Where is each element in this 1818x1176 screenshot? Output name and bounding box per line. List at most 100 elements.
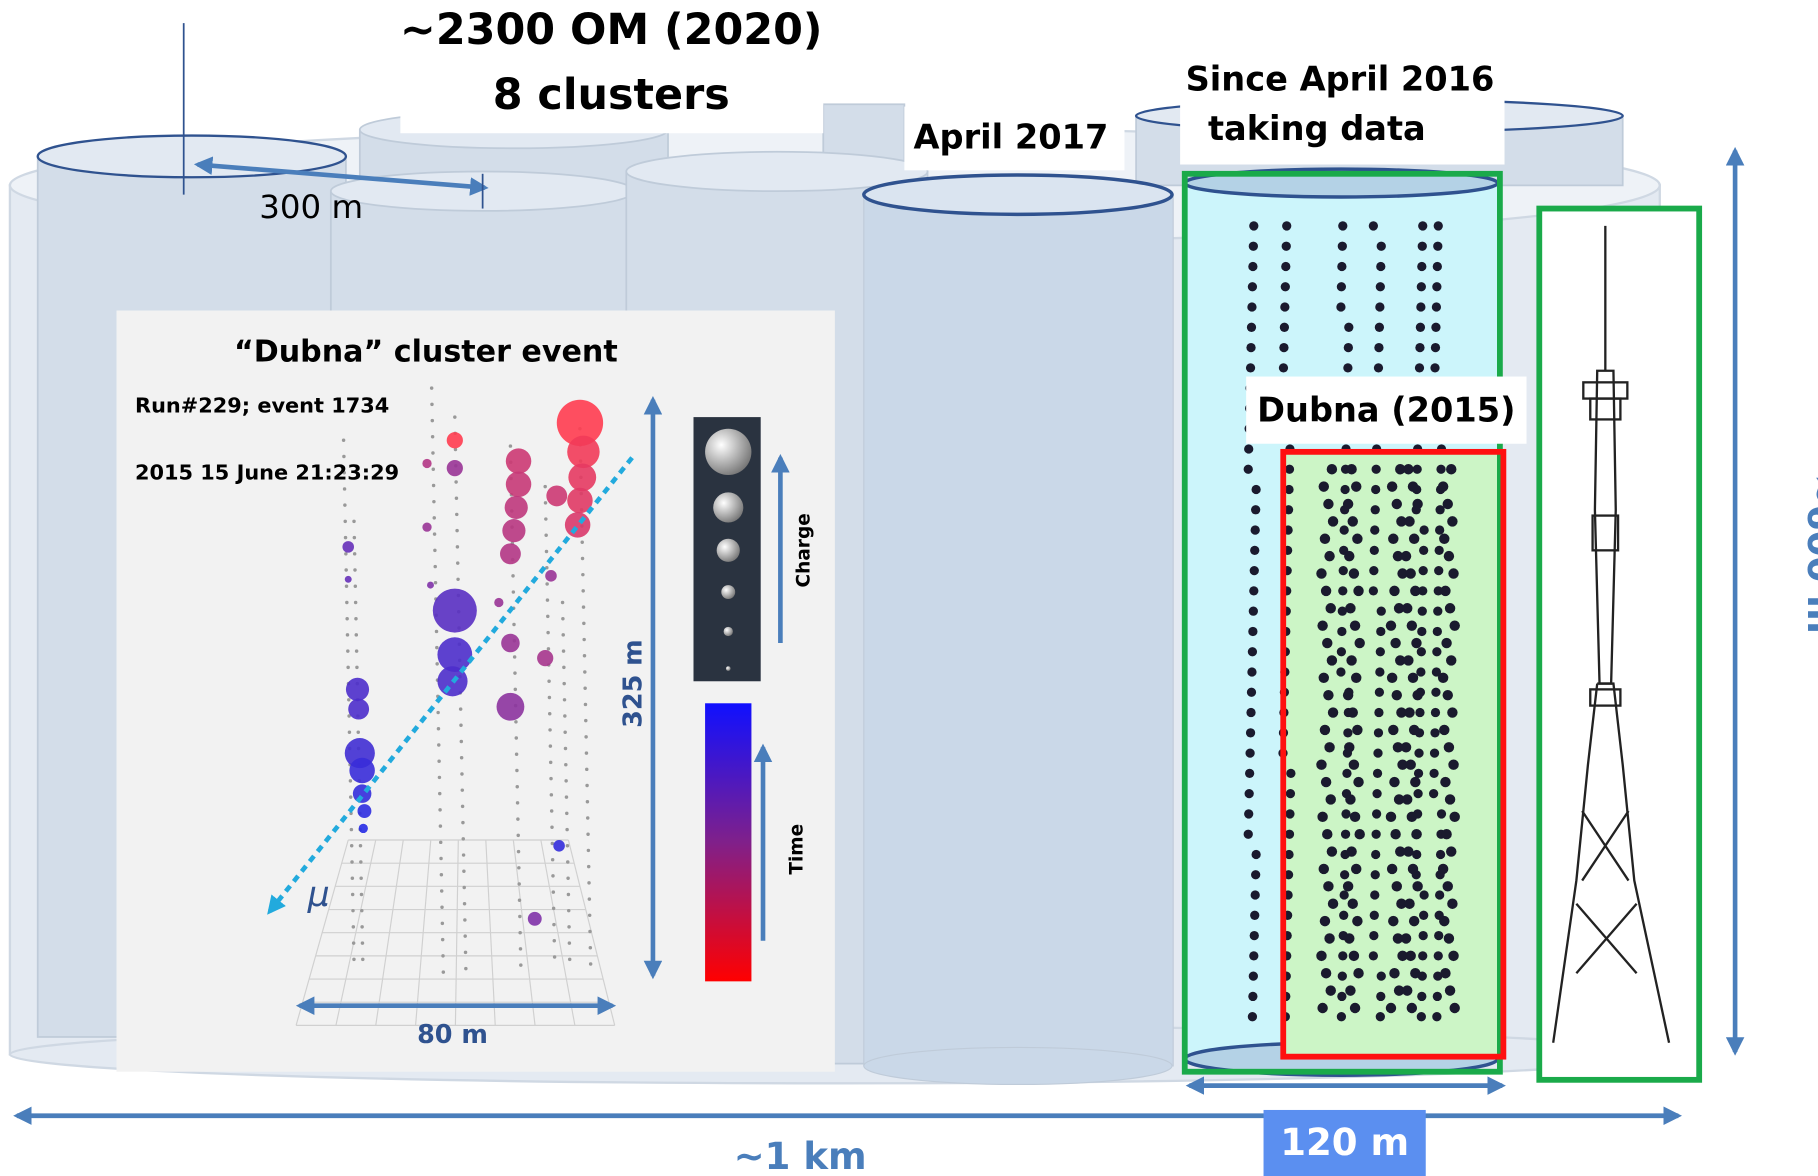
om (1401, 742, 1411, 752)
om-dot (352, 520, 355, 523)
om (1344, 343, 1353, 352)
om-dot (586, 816, 589, 819)
om-dot (513, 671, 516, 674)
om (1407, 1003, 1417, 1013)
om (1371, 850, 1380, 859)
om (1431, 708, 1440, 717)
om (1433, 242, 1442, 251)
hit (447, 432, 463, 448)
om-dot (430, 403, 433, 406)
om-dot (515, 753, 518, 756)
om-dot (584, 735, 587, 738)
hit (500, 543, 521, 564)
om (1402, 603, 1412, 613)
om (1251, 505, 1260, 514)
om (1446, 655, 1456, 665)
om (1345, 985, 1355, 995)
om-dot (433, 532, 436, 535)
om (1281, 262, 1290, 271)
om (1373, 748, 1382, 757)
hit (494, 598, 503, 607)
om-dot (344, 568, 347, 571)
om (1417, 1012, 1426, 1021)
om (1415, 708, 1424, 717)
om-dot (519, 947, 522, 950)
om-dot (440, 873, 443, 876)
om-dot (548, 712, 551, 715)
hit (497, 693, 525, 721)
om (1432, 647, 1441, 656)
om (1326, 985, 1336, 995)
om (1418, 242, 1427, 251)
om (1444, 742, 1454, 752)
om-dot (567, 909, 570, 912)
label: taking data (1208, 109, 1426, 148)
om (1414, 748, 1423, 757)
om-dot (464, 967, 467, 970)
label: 120 m (1280, 1121, 1409, 1164)
om-dot (360, 909, 363, 912)
om-dot (563, 698, 566, 701)
om (1248, 647, 1257, 656)
om (1248, 627, 1257, 636)
om (1419, 890, 1428, 899)
om (1432, 1012, 1441, 1021)
om-dot (346, 649, 349, 652)
om (1349, 759, 1359, 769)
om (1390, 638, 1400, 648)
om (1438, 673, 1448, 683)
hit (506, 472, 531, 497)
om (1404, 707, 1414, 717)
om (1327, 655, 1337, 665)
om (1247, 323, 1256, 332)
om-dot (343, 520, 346, 523)
om (1432, 282, 1441, 291)
om-dot (509, 444, 512, 447)
om-dot (438, 792, 441, 795)
om-dot (350, 844, 353, 847)
om (1435, 890, 1444, 899)
om (1328, 707, 1338, 717)
om-dot (513, 655, 516, 658)
om (1404, 516, 1414, 526)
om (1431, 343, 1440, 352)
om (1354, 829, 1364, 839)
om (1416, 323, 1425, 332)
om (1388, 916, 1398, 926)
om (1286, 789, 1295, 798)
om (1433, 992, 1442, 1001)
label: 80 m (417, 1020, 488, 1050)
om-dot (564, 747, 567, 750)
om (1346, 655, 1356, 665)
om-dot (515, 769, 518, 772)
om-dot (550, 826, 553, 829)
om (1338, 242, 1347, 251)
om (1338, 586, 1347, 595)
om (1371, 505, 1380, 514)
om (1389, 586, 1399, 596)
om (1350, 620, 1360, 630)
om-dot (437, 743, 440, 746)
hit (553, 840, 565, 852)
om (1349, 568, 1359, 578)
om (1322, 829, 1332, 839)
om (1250, 546, 1259, 555)
om-dot (514, 688, 517, 691)
om (1322, 638, 1332, 648)
om-dot (456, 578, 459, 581)
om (1354, 638, 1364, 648)
om (1245, 769, 1254, 778)
om-dot (461, 788, 464, 791)
om (1390, 829, 1400, 839)
om-dot (463, 918, 466, 921)
om-dot (355, 649, 358, 652)
om (1376, 262, 1385, 271)
om-dot (546, 598, 549, 601)
om (1445, 985, 1455, 995)
om (1351, 673, 1361, 683)
om-dot (512, 623, 515, 626)
om-dot (566, 860, 569, 863)
om (1386, 620, 1396, 630)
om-dot (562, 682, 565, 685)
om (1441, 829, 1451, 839)
